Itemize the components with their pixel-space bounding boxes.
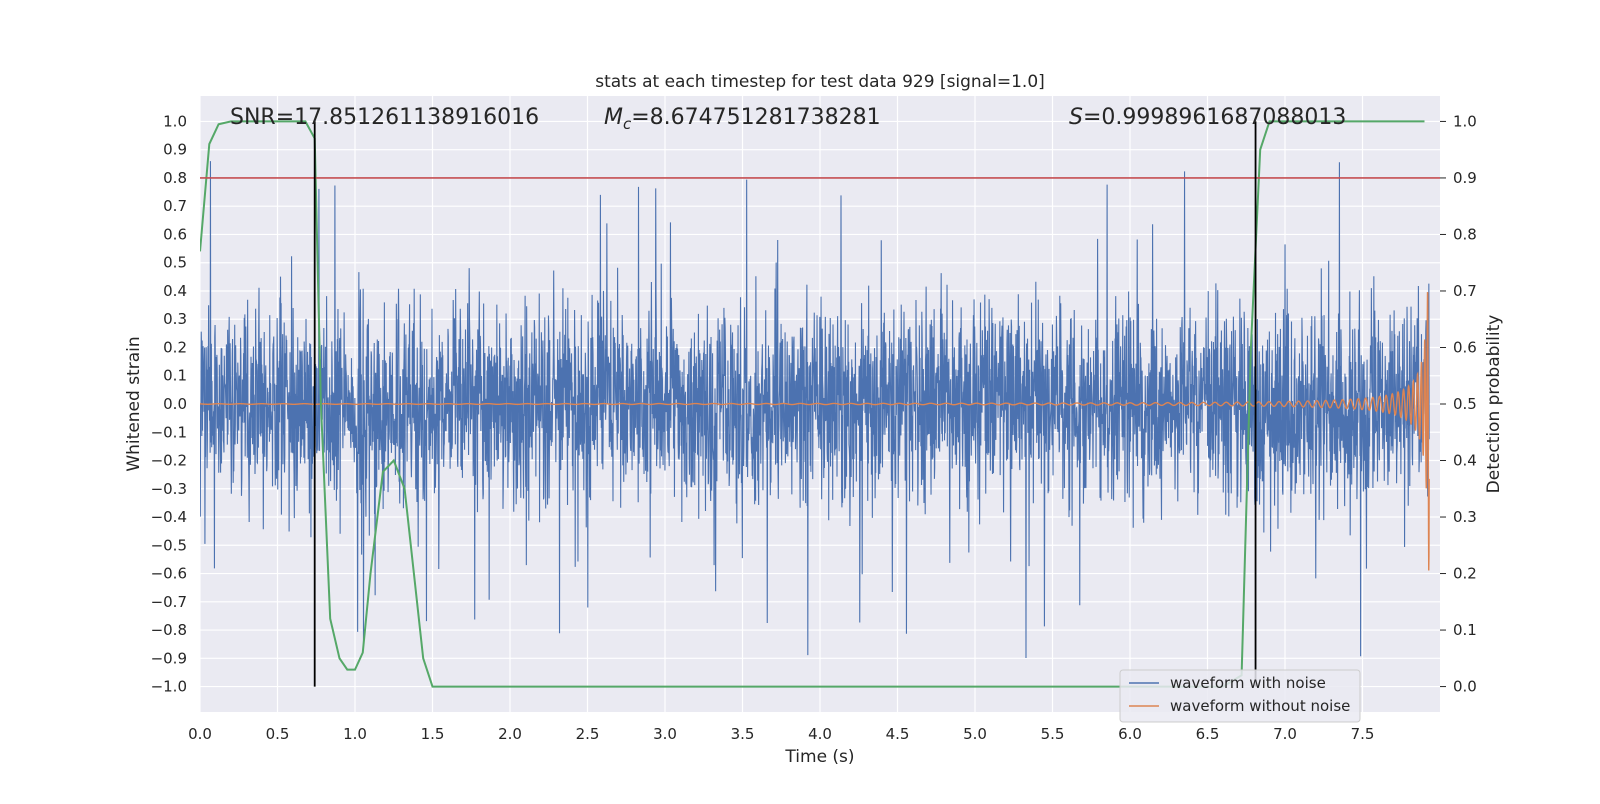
legend-label-clean: waveform without noise — [1170, 697, 1350, 715]
x-tick-label: 2.0 — [498, 725, 522, 743]
x-tick-label: 5.0 — [963, 725, 987, 743]
y2-tick-label: 0.1 — [1453, 621, 1477, 639]
x-tick-label: 6.5 — [1196, 725, 1220, 743]
y-tick-label: 0.1 — [163, 367, 187, 385]
x-tick-label: 5.5 — [1041, 725, 1065, 743]
y-tick-label: 0.2 — [163, 338, 187, 356]
y-tick-label: −0.1 — [151, 423, 187, 441]
x-axis-label: Time (s) — [784, 747, 854, 767]
legend-label-noisy: waveform with noise — [1170, 674, 1326, 692]
y-tick-label: −1.0 — [151, 678, 187, 696]
chirp-mass-annotation: Mc=8.674751281738281 — [604, 105, 881, 133]
y2-tick-label: 1.0 — [1453, 112, 1477, 130]
y-tick-label: −0.9 — [151, 649, 187, 667]
y2-tick-label: 0.2 — [1453, 565, 1477, 583]
y-tick-label: 0.8 — [163, 169, 187, 187]
x-tick-label: 2.5 — [576, 725, 600, 743]
y-tick-label: −0.5 — [151, 536, 187, 554]
detection-probability-line — [200, 120, 1425, 688]
y-tick-label: 0.5 — [163, 254, 187, 272]
y-tick-label: −0.8 — [151, 621, 187, 639]
x-tick-label: 1.0 — [343, 725, 367, 743]
x-tick-label: 3.0 — [653, 725, 677, 743]
x-tick-label: 4.5 — [886, 725, 910, 743]
y2-tick-label: 0.0 — [1453, 678, 1477, 696]
y-tick-label: 0.3 — [163, 310, 187, 328]
y-tick-label: 0.6 — [163, 225, 187, 243]
y-tick-label: 1.0 — [163, 112, 187, 130]
y-tick-label: 0.7 — [163, 197, 187, 215]
y-axis-label: Whitened strain — [124, 336, 144, 471]
x-tick-label: 0.0 — [188, 725, 212, 743]
y2-axis-label: Detection probability — [1484, 315, 1504, 494]
x-tick-label: 0.5 — [266, 725, 290, 743]
y-tick-label: −0.6 — [151, 565, 187, 583]
y2-tick-label: 0.7 — [1453, 282, 1477, 300]
x-tick-label: 6.0 — [1118, 725, 1142, 743]
y2-tick-label: 0.8 — [1453, 225, 1477, 243]
score-symbol: S — [1069, 105, 1083, 130]
y-tick-label: −0.3 — [151, 480, 187, 498]
x-tick-label: 4.0 — [808, 725, 832, 743]
chirp-mass-subscript: c — [623, 115, 632, 133]
y-tick-label: −0.2 — [151, 452, 187, 470]
y-tick-label: −0.4 — [151, 508, 187, 526]
y-tick-label: 0.9 — [163, 141, 187, 159]
x-tick-label: 3.5 — [731, 725, 755, 743]
y-tick-label: 0.4 — [163, 282, 187, 300]
chirp-mass-symbol: M — [604, 105, 623, 130]
y2-tick-label: 0.6 — [1453, 338, 1477, 356]
y2-tick-label: 0.9 — [1453, 169, 1477, 187]
snr-annotation: SNR=17.851261138916016 — [230, 105, 539, 130]
y2-tick-label: 0.4 — [1453, 452, 1477, 470]
axes: 0.0 0.5 1.0 1.5 2.0 2.5 3.0 3.5 4.0 4.5 5.0 5.5 6.0 6… — [151, 112, 1477, 743]
chirp-mass-value: =8.674751281738281 — [631, 105, 880, 130]
plot-area — [200, 120, 1440, 688]
noisy-waveform-line — [200, 161, 1430, 659]
y-tick-label: −0.7 — [151, 593, 187, 611]
y2-tick-label: 0.5 — [1453, 395, 1477, 413]
legend-box — [1119, 669, 1361, 723]
score-value: =0.9998961687088013 — [1083, 105, 1346, 130]
score-annotation: S=0.9998961687088013 — [1069, 105, 1346, 130]
x-tick-label: 1.5 — [421, 725, 445, 743]
chart-title: stats at each timestep for test data 929… — [595, 72, 1045, 92]
legend: waveform with noise waveform without noi… — [1119, 669, 1361, 723]
y2-tick-label: 0.3 — [1453, 508, 1477, 526]
clean-waveform-line — [200, 292, 1430, 571]
x-tick-label: 7.0 — [1273, 725, 1297, 743]
x-tick-label: 7.5 — [1351, 725, 1375, 743]
y-tick-label: 0.0 — [163, 395, 187, 413]
